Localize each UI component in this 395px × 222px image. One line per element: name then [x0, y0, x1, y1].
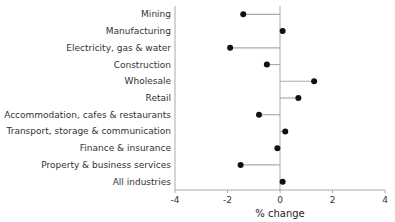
x-tick-label: 4: [382, 195, 388, 205]
category-label: Finance & insurance: [80, 143, 172, 153]
dot: [238, 162, 244, 168]
x-tick: [280, 190, 281, 193]
category-label: Construction: [114, 60, 171, 70]
category-label: Manufacturing: [106, 26, 171, 36]
stem: [243, 14, 280, 15]
dot: [227, 45, 233, 51]
category-label: Mining: [141, 9, 171, 19]
stem: [280, 81, 314, 82]
category-label: Wholesale: [125, 76, 172, 86]
plot-area: [227, 6, 317, 190]
chart: Mining Manufacturing Electricity, gas & wa…: [0, 0, 395, 222]
stem: [259, 114, 280, 115]
x-tick: [227, 190, 228, 193]
x-tick-label: 0: [277, 195, 283, 205]
dot: [311, 78, 317, 84]
dot: [274, 145, 280, 151]
dot: [240, 11, 246, 17]
dot: [282, 128, 288, 134]
y-axis: [175, 6, 176, 190]
category-label: All industries: [113, 177, 172, 187]
category-label: Accommodation, cafes & restaurants: [4, 110, 171, 120]
x-tick-label: -2: [223, 195, 232, 205]
stem: [230, 47, 280, 48]
x-tick-label: -4: [171, 195, 180, 205]
dot: [256, 112, 262, 118]
dot: [280, 28, 286, 34]
dot: [264, 62, 270, 68]
category-label: Property & business services: [41, 160, 171, 170]
dot: [280, 179, 286, 185]
category-label: Electricity, gas & water: [66, 43, 171, 53]
x-axis-label: % change: [255, 208, 304, 219]
stem: [241, 164, 280, 165]
x-tick: [385, 190, 386, 193]
x-tick-label: 2: [330, 195, 336, 205]
category-label: Retail: [146, 93, 171, 103]
category-label: Transport, storage & communication: [6, 126, 171, 136]
x-tick: [175, 190, 176, 193]
x-tick: [332, 190, 333, 193]
dot: [295, 95, 301, 101]
